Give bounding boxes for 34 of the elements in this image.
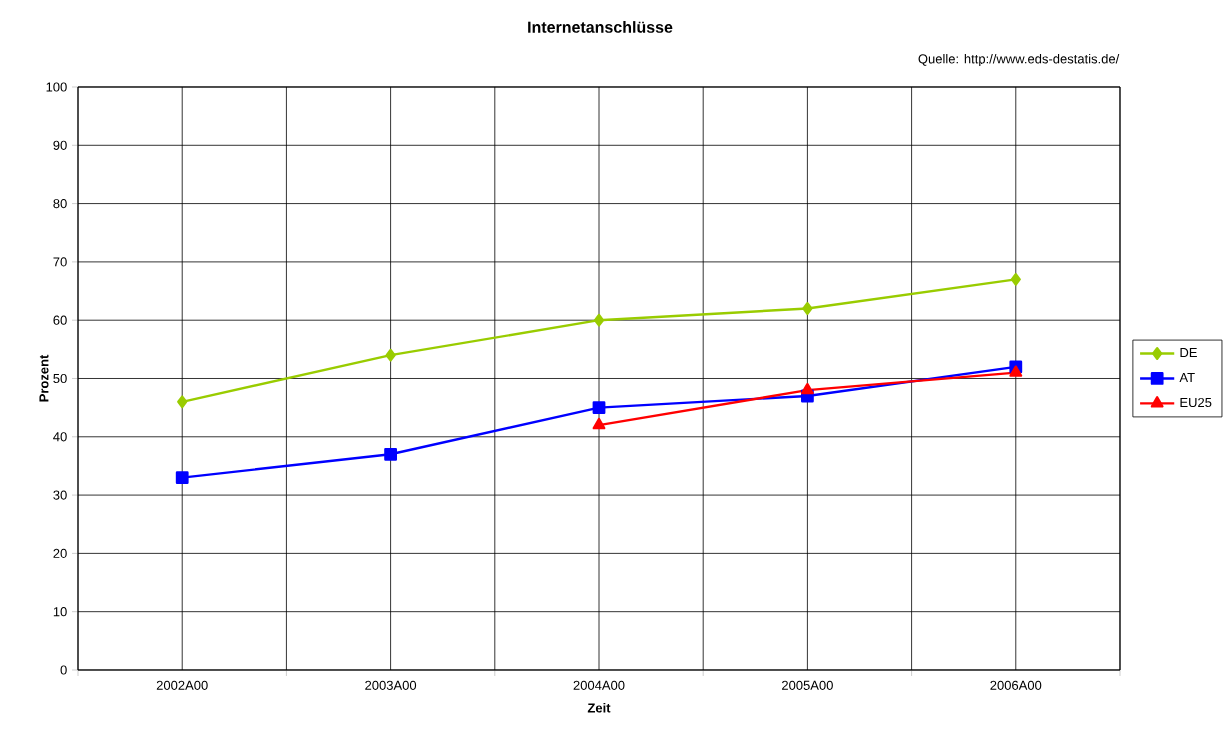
point xyxy=(801,382,814,395)
y-tick-label: 0 xyxy=(60,665,67,675)
x-tick-label: 2005A00 xyxy=(782,680,833,690)
y-tick-label: 70 xyxy=(53,257,67,267)
point xyxy=(593,313,605,327)
legend-label: DE xyxy=(1180,348,1197,358)
point xyxy=(1010,272,1021,286)
y-tick-label: 100 xyxy=(46,82,67,92)
point xyxy=(592,417,606,430)
y-tick-label: 40 xyxy=(53,432,67,442)
point xyxy=(384,447,398,461)
chart-title: Internetanschlüsse xyxy=(528,21,673,33)
x-tick-label: 2004A00 xyxy=(573,680,625,690)
y-tick-label: 10 xyxy=(53,607,67,617)
legend-label: AT xyxy=(1179,372,1195,382)
point xyxy=(1009,365,1023,377)
y-tick-label: 20 xyxy=(53,548,67,558)
y-tick-label: 90 xyxy=(53,140,67,150)
x-tick-label: 2003A00 xyxy=(365,680,417,690)
point xyxy=(592,401,606,415)
y-tick-label: 30 xyxy=(53,490,67,500)
y-axis-title: Prozent xyxy=(39,354,49,402)
legend-label: EU25 xyxy=(1180,397,1212,408)
point xyxy=(175,471,189,484)
x-axis-title: Zeit xyxy=(587,703,611,713)
point xyxy=(177,395,188,409)
x-tick-label: 2002A00 xyxy=(156,680,208,690)
y-tick-label: 80 xyxy=(53,199,67,209)
y-tick-label: 60 xyxy=(53,315,67,325)
x-tick-label: 2006A00 xyxy=(990,680,1042,690)
point xyxy=(385,348,396,362)
source-note: Quelle: http://www.eds-destatis.de/ xyxy=(918,53,1120,67)
y-tick-label: 50 xyxy=(53,373,67,384)
point xyxy=(802,302,813,315)
